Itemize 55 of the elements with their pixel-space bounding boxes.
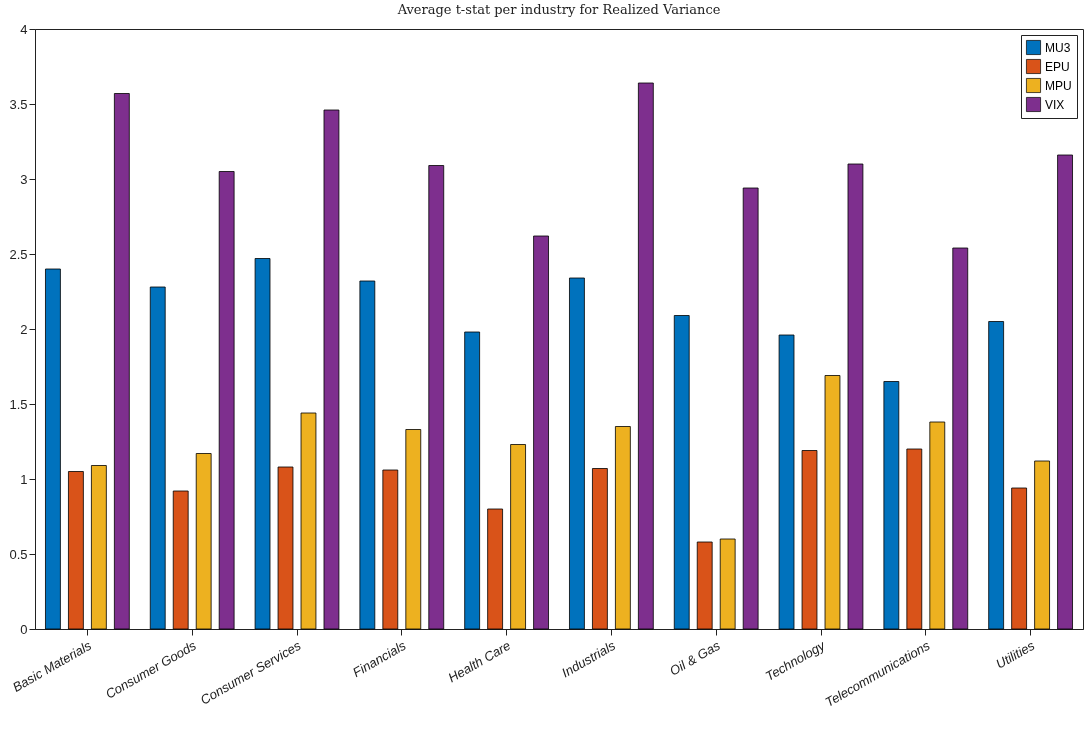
y-tick-label: 2 (20, 321, 28, 337)
bar (533, 235, 549, 630)
legend-label: MPU (1045, 78, 1072, 93)
legend-label: VIX (1045, 97, 1065, 112)
bar (801, 450, 818, 630)
bar (510, 444, 526, 630)
bar (68, 471, 84, 630)
bar (824, 375, 841, 630)
bar (988, 321, 1005, 630)
bar (382, 469, 399, 630)
bar (91, 465, 107, 630)
bar (277, 466, 294, 630)
bar (300, 412, 317, 630)
bar (464, 331, 481, 630)
x-tick-label: Oil & Gas (667, 637, 724, 679)
y-tick-label: 4 (20, 21, 28, 37)
bar (1057, 154, 1073, 630)
bar (428, 165, 445, 630)
bar (847, 163, 864, 630)
y-tick-label: 1 (20, 471, 28, 487)
bar (696, 541, 713, 630)
bar (487, 508, 503, 630)
bar (45, 268, 61, 630)
y-tick-label: 1.5 (9, 396, 28, 412)
chart-title: Average t-stat per industry for Realized Variance (396, 2, 721, 17)
bar (359, 280, 376, 630)
bar (906, 448, 923, 630)
bar (218, 171, 235, 630)
bar (405, 429, 422, 630)
legend-label: MU3 (1045, 40, 1071, 55)
bar (113, 93, 130, 630)
y-tick-label: 0 (20, 621, 28, 637)
legend-label: EPU (1045, 59, 1070, 74)
bar (592, 468, 608, 630)
y-tick-label: 2.5 (9, 246, 28, 262)
bar (569, 277, 585, 630)
y-tick-label: 3 (20, 171, 28, 187)
bar (195, 453, 212, 630)
bar (952, 247, 969, 630)
y-tick-label: 3.5 (9, 96, 28, 112)
bar (778, 334, 795, 630)
bar (615, 426, 631, 630)
bar (673, 315, 690, 630)
bar (929, 421, 946, 630)
bar (1034, 460, 1050, 630)
y-tick-label: 0.5 (9, 546, 28, 562)
bar (742, 187, 759, 630)
bar (719, 538, 736, 630)
bar (883, 381, 900, 630)
bar (254, 258, 271, 630)
bar (323, 109, 340, 630)
bar (149, 286, 166, 630)
bar (172, 490, 189, 630)
bar (637, 82, 654, 630)
bar (1011, 487, 1027, 630)
